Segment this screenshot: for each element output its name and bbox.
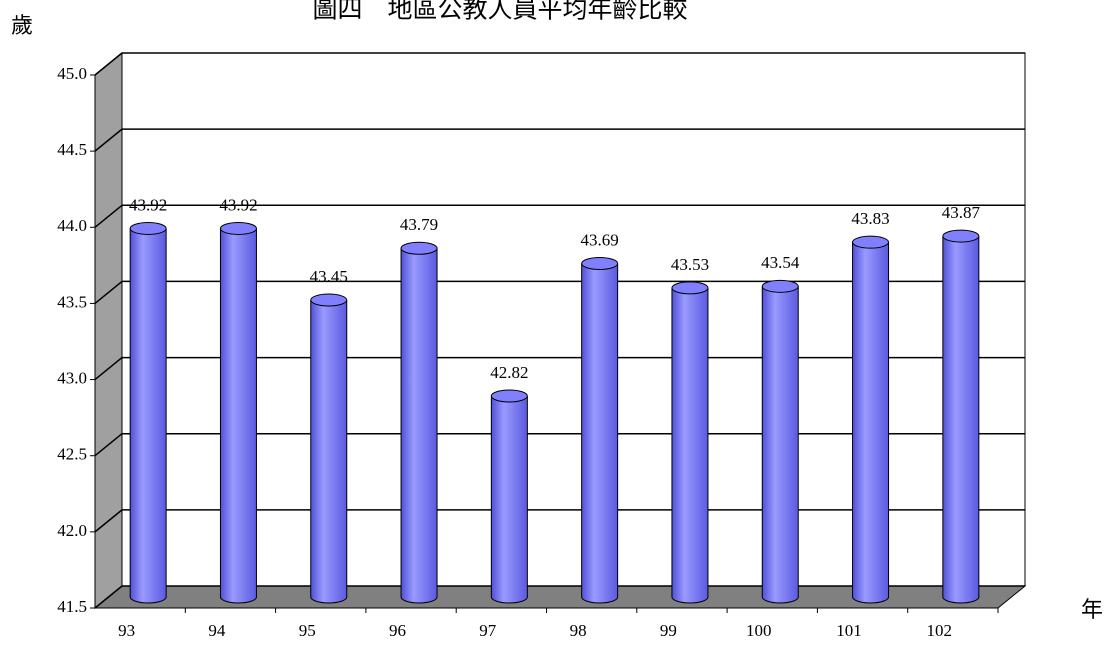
grid-line [94, 356, 123, 381]
bar-cap [129, 221, 167, 235]
bar-cap [761, 279, 799, 293]
grid-line [94, 585, 123, 609]
data-label: 43.92 [129, 195, 167, 214]
grid-line [94, 509, 123, 533]
grid-line [94, 280, 123, 305]
y-tick-label: 44.0 [57, 216, 87, 235]
bar-cap [400, 241, 438, 255]
bar [491, 395, 528, 597]
y-tick-label: 42.5 [57, 445, 87, 464]
bar [401, 248, 438, 597]
y-tick-label: 45.0 [57, 64, 87, 83]
chart-title: 圖四 地區公教人員平均年齡比較 [312, 0, 687, 24]
x-axis-label: 年 [1081, 597, 1103, 622]
bar [220, 228, 257, 597]
data-label: 43.83 [851, 209, 889, 228]
side-wall [94, 51, 123, 610]
x-tick-label: 96 [389, 621, 406, 640]
back-wall [121, 52, 1026, 587]
x-tick-label: 102 [927, 621, 953, 640]
bar [581, 263, 618, 597]
data-label: 43.45 [310, 267, 348, 286]
y-tick-label: 43.5 [57, 292, 87, 311]
bar [671, 287, 708, 597]
data-label: 42.82 [490, 363, 528, 382]
bar [130, 228, 167, 597]
x-tick-label: 99 [660, 621, 677, 640]
data-label: 43.69 [581, 230, 619, 249]
bar-cap [942, 229, 980, 243]
data-label: 43.54 [761, 253, 800, 272]
bar [852, 242, 889, 597]
bar [310, 300, 347, 597]
bar-cap [219, 221, 257, 235]
x-tick-label: 97 [479, 621, 497, 640]
grid-line [94, 204, 123, 228]
y-tick-label: 42.0 [57, 521, 87, 540]
bar-cap [852, 235, 890, 249]
bar [762, 286, 799, 597]
grid-line [94, 433, 123, 457]
bar-cap [310, 293, 348, 307]
data-label: 43.79 [400, 215, 438, 234]
y-tick-label: 43.0 [57, 368, 87, 387]
x-tick-label: 100 [746, 621, 772, 640]
y-tick-label: 41.5 [57, 597, 87, 616]
x-tick-label: 98 [570, 621, 587, 640]
bar-cap [490, 389, 528, 403]
bar-cap [581, 256, 619, 270]
y-axis-label: 歲 [11, 13, 33, 38]
x-tick-label: 101 [836, 621, 862, 640]
bar [942, 236, 979, 597]
x-tick-label: 95 [299, 621, 316, 640]
data-label: 43.92 [219, 195, 257, 214]
bar-cap [671, 281, 709, 295]
data-label: 43.53 [671, 255, 709, 274]
y-tick-label: 44.5 [57, 140, 87, 159]
grid-line [94, 52, 123, 76]
x-tick-label: 93 [118, 621, 135, 640]
grid-line [94, 128, 123, 152]
x-tick-label: 94 [208, 621, 226, 640]
data-label: 43.87 [942, 203, 981, 222]
